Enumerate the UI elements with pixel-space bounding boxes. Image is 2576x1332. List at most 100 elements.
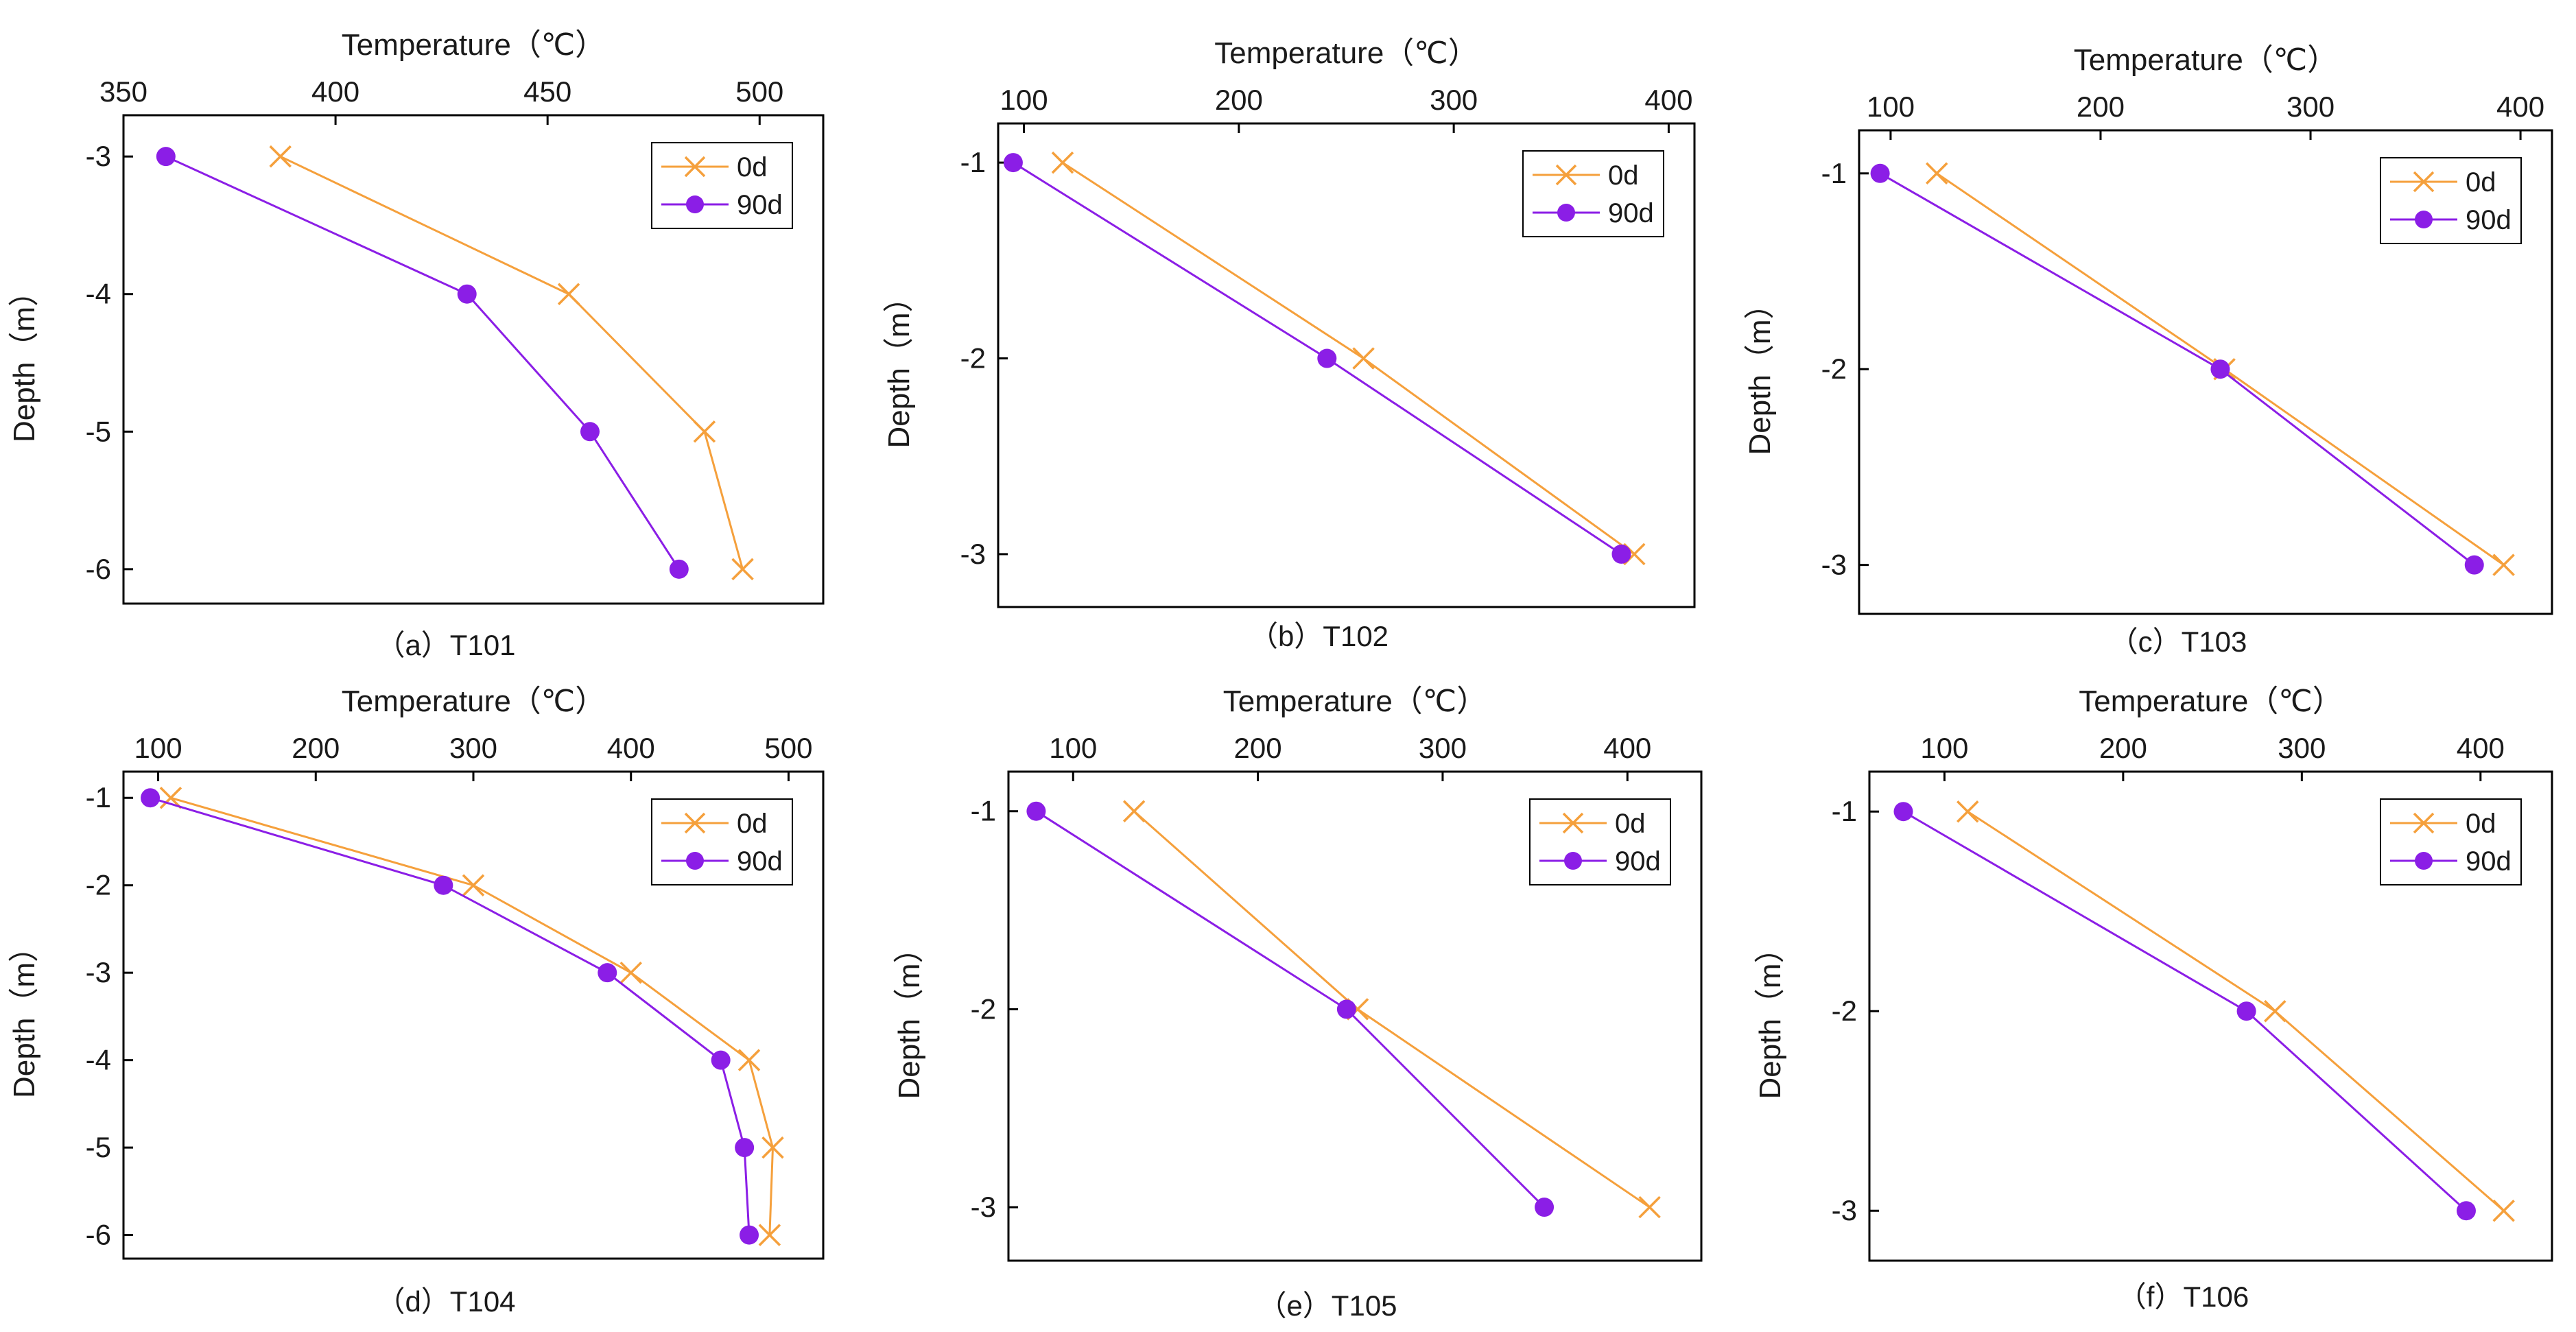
legend-label-0d: 0d	[1608, 160, 1639, 191]
y-tick-label: -3	[86, 140, 111, 172]
x-tick-label: 350	[99, 75, 147, 108]
legend-label-90d: 90d	[1615, 846, 1661, 877]
y-tick-label: -2	[1832, 995, 1857, 1027]
data-point-90d	[457, 284, 477, 304]
data-point-0d	[1122, 800, 1146, 822]
chart-panel-2: 100 200 300 400 -1 -2 -3 Temperature（℃） Depth（m）…	[882, 36, 1696, 652]
y-axis-title: Depth（m）	[893, 933, 926, 1099]
data-point-90d	[141, 788, 161, 808]
x-tick-label: 300	[1430, 84, 1478, 116]
data-point-0d	[619, 961, 642, 984]
y-tick-label: -5	[86, 415, 111, 447]
legend-box	[2380, 798, 2522, 885]
legend-marker-90d	[686, 852, 704, 870]
y-tick-label: -1	[971, 795, 996, 827]
y-tick-label: -3	[86, 956, 111, 988]
series-line-90d	[150, 796, 751, 1235]
x-tick-label: 400	[1644, 84, 1692, 116]
series-line-90d	[1035, 810, 1546, 1209]
data-point-0d	[2264, 999, 2287, 1023]
data-point-0d	[1352, 347, 1375, 370]
legend-box	[1529, 798, 1671, 885]
data-point-90d	[1893, 802, 1913, 822]
legend-label-90d: 90d	[1608, 198, 1654, 228]
data-point-0d	[1638, 1196, 1661, 1219]
legend-marker-0d	[2413, 171, 2435, 193]
y-tick-label: -1	[86, 781, 111, 813]
data-point-90d	[2464, 555, 2484, 575]
data-point-90d	[1535, 1198, 1555, 1217]
y-tick-label: -1	[960, 146, 986, 178]
legend-marker-90d	[686, 195, 704, 213]
legend-marker-0d	[1562, 812, 1584, 834]
legend-label-90d: 90d	[2466, 846, 2512, 877]
legend-box	[2380, 157, 2522, 244]
plot-frame	[997, 122, 1696, 608]
legend-label-90d: 90d	[2466, 205, 2512, 235]
legend-label-0d: 0d	[737, 809, 768, 839]
x-tick-label: 400	[2496, 91, 2544, 123]
data-point-90d	[1317, 348, 1337, 368]
x-tick-label: 200	[2099, 732, 2147, 764]
legend-marker-90d	[2415, 211, 2433, 228]
x-tick-label: 450	[523, 75, 571, 108]
x-tick-label: 200	[1234, 732, 1282, 764]
data-point-90d	[1003, 153, 1023, 173]
y-tick-label: -3	[1832, 1194, 1857, 1226]
plot-frame	[1858, 129, 2553, 615]
data-point-0d	[159, 787, 182, 809]
x-tick-label: 200	[2077, 91, 2125, 123]
data-point-0d	[693, 420, 716, 443]
legend-label-90d: 90d	[737, 846, 783, 877]
data-point-0d	[462, 874, 485, 896]
data-point-90d	[2210, 359, 2230, 379]
x-tick-label: 400	[1603, 732, 1651, 764]
data-point-0d	[269, 145, 292, 168]
data-point-90d	[2456, 1201, 2476, 1221]
legend-label-0d: 0d	[2466, 167, 2496, 198]
data-point-0d	[1051, 151, 1074, 174]
x-tick-label: 400	[2457, 732, 2505, 764]
data-point-90d	[1611, 544, 1631, 564]
data-point-0d	[761, 1136, 784, 1159]
y-axis-title: Depth（m）	[1753, 933, 1787, 1099]
chart-panel-3: 100 200 300 400 -1 -2 -3 Temperature（℃） Depth（m）…	[1743, 43, 2553, 658]
data-point-90d	[735, 1138, 755, 1158]
legend-box	[651, 142, 793, 229]
data-point-90d	[2236, 1001, 2256, 1021]
chart-panel-5: 100 200 300 400 -1 -2 -3 Temperature（℃） Depth（m）…	[893, 685, 1703, 1322]
x-tick-label: 400	[311, 75, 359, 108]
x-axis-title: Temperature（℃）	[342, 685, 605, 718]
series-line-90d	[165, 155, 681, 570]
legend-box	[1522, 150, 1664, 237]
chart-caption: （c）T103	[2110, 626, 2247, 658]
y-tick-label: -2	[971, 992, 996, 1025]
legend-marker-0d	[684, 156, 706, 178]
series-line-0d	[170, 796, 774, 1235]
x-axis-title: Temperature（℃）	[1223, 685, 1487, 718]
legend-marker-90d	[1564, 852, 1582, 870]
x-tick-label: 100	[1867, 91, 1915, 123]
y-axis-title: Depth（m）	[882, 282, 916, 448]
legend-marker-90d	[1557, 204, 1575, 222]
y-tick-label: -2	[1821, 353, 1847, 385]
y-tick-label: -6	[86, 1219, 111, 1251]
legend-label-0d: 0d	[1615, 809, 1646, 839]
y-tick-label: -2	[86, 869, 111, 901]
y-tick-label: -1	[1832, 795, 1857, 827]
chart-caption: （b）T102	[1249, 620, 1389, 652]
y-tick-label: -1	[1821, 157, 1847, 189]
x-tick-label: 100	[134, 732, 182, 764]
x-axis-title: Temperature（℃）	[2079, 685, 2342, 718]
chart-caption: （f）T106	[2118, 1281, 2249, 1313]
data-point-90d	[156, 147, 176, 167]
data-point-90d	[1870, 163, 1890, 183]
x-tick-label: 100	[1049, 732, 1097, 764]
data-point-0d	[2492, 554, 2515, 576]
data-point-0d	[1926, 162, 1948, 185]
chart-panel-4: 100 200 300 400 500 -1 -2 -3 -4 -5 -6 Temperature（℃…	[8, 685, 825, 1318]
chart-panel-1: 350 400 450 500 -3 -4 -5 -6 Temperature（℃） Depth（…	[8, 28, 825, 661]
x-tick-label: 500	[764, 732, 812, 764]
